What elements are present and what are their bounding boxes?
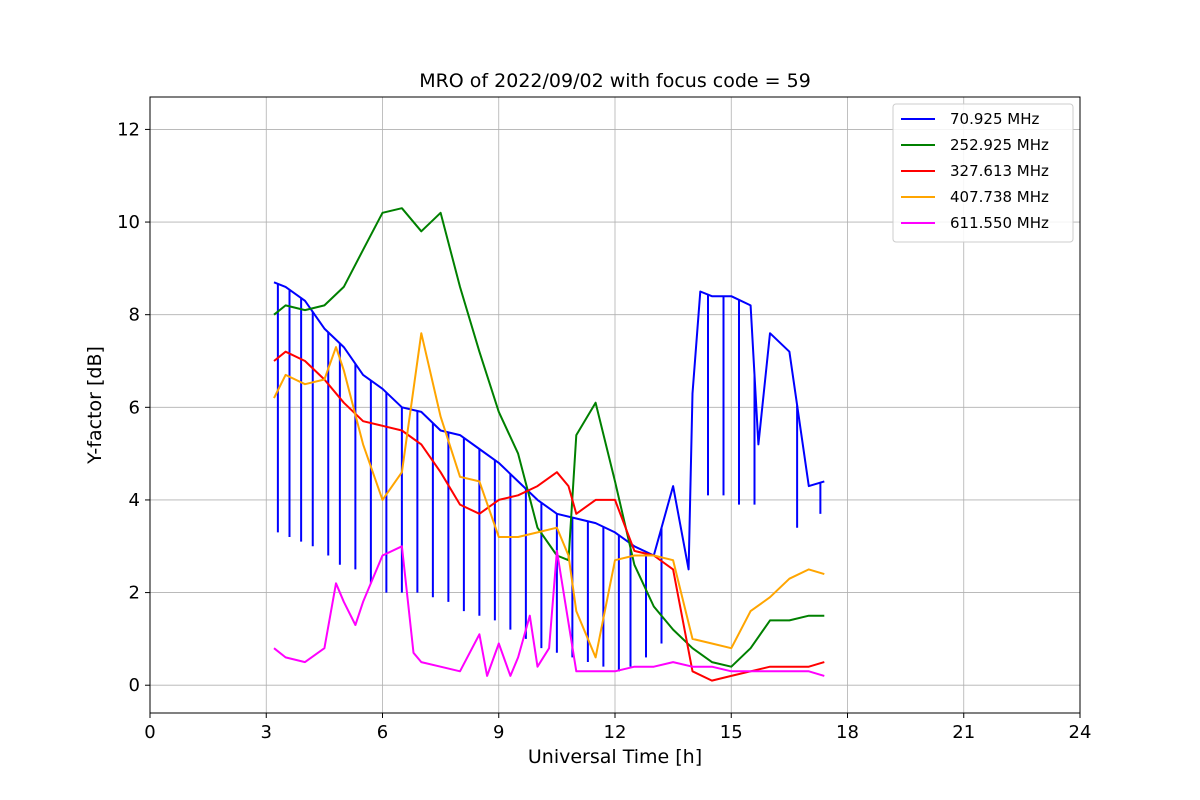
legend-label: 407.738 MHz — [950, 188, 1049, 206]
series-line-3 — [273, 332, 825, 659]
series-line-4 — [273, 545, 825, 677]
x-tick-label: 21 — [952, 722, 975, 743]
x-tick-label: 9 — [493, 722, 504, 743]
series-line-2 — [273, 350, 825, 682]
x-axis-ticks: 0 3 6 9 12 15 18 21 24 — [144, 713, 1091, 743]
series-line-0 — [273, 281, 825, 571]
legend-label: 70.925 MHz — [950, 110, 1039, 128]
x-tick-label: 6 — [377, 722, 388, 743]
chart-title: MRO of 2022/09/02 with focus code = 59 — [419, 70, 811, 92]
legend: 70.925 MHz 252.925 MHz 327.613 MHz 407.738 … — [892, 103, 1074, 243]
y-tick-label: 10 — [117, 212, 140, 233]
x-tick-label: 0 — [144, 722, 155, 743]
x-tick-label: 15 — [720, 722, 743, 743]
legend-label: 252.925 MHz — [950, 136, 1049, 154]
y-axis-label: Y-factor [dB] — [84, 346, 106, 465]
x-tick-label: 18 — [836, 722, 859, 743]
legend-box — [892, 103, 1074, 243]
y-tick-label: 2 — [129, 583, 140, 604]
x-tick-label: 3 — [261, 722, 272, 743]
y-tick-label: 0 — [129, 675, 140, 696]
x-tick-label: 24 — [1069, 722, 1092, 743]
y-tick-label: 4 — [129, 490, 140, 511]
legend-label: 327.613 MHz — [950, 162, 1049, 180]
legend-label: 611.550 MHz — [950, 214, 1049, 232]
x-tick-label: 12 — [604, 722, 627, 743]
y-axis-ticks: 0 2 4 6 8 10 12 — [117, 119, 150, 696]
series-lines — [273, 207, 825, 682]
y-tick-label: 12 — [117, 119, 140, 140]
y-tick-label: 6 — [129, 397, 140, 418]
y-tick-label: 8 — [129, 305, 140, 326]
x-axis-label: Universal Time [h] — [528, 746, 702, 768]
